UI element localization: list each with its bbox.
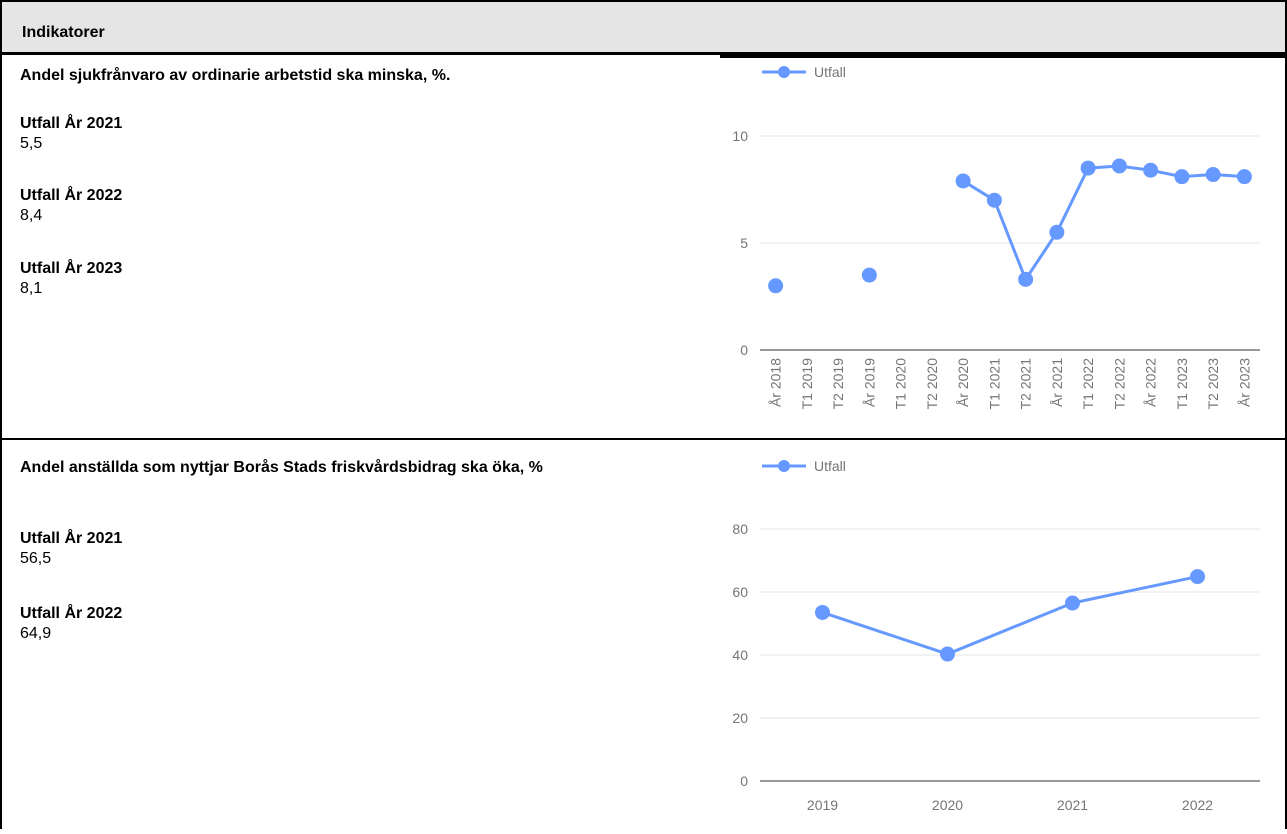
series-line-segment: [821, 610, 949, 656]
header-divider-chart: [720, 55, 1287, 58]
series-line-segment: [1055, 166, 1090, 234]
data-point: [1205, 167, 1221, 183]
legend-label: Utfall: [814, 64, 846, 80]
y-tick-label: 0: [740, 342, 748, 358]
data-point: [955, 173, 971, 189]
data-point: [940, 646, 955, 662]
header-title: Indikatorer: [22, 24, 105, 41]
data-point: [1174, 169, 1190, 185]
line-chart: Utfall 0 5 10 År 2018 T1 2019 T2 2019 År 2019 T1…: [732, 64, 1260, 410]
y-tick-label: 5: [740, 235, 748, 251]
data-point: [861, 267, 877, 283]
result-value: 56,5: [20, 550, 52, 567]
data-point: [1049, 224, 1065, 240]
series-line-segment: [1071, 575, 1199, 605]
x-tick-label: 2022: [1182, 797, 1213, 813]
line-chart: Utfall 0 20 40 60 80 2019 2020 2021 2022: [732, 458, 1260, 813]
x-tick-label: År 2023: [1236, 358, 1252, 407]
header-divider: [0, 52, 1287, 55]
table-border-right: [1285, 0, 1287, 829]
x-tick-label: År 2018: [768, 358, 784, 407]
x-tick-label: T1 2021: [986, 358, 1002, 410]
x-tick-label: 2021: [1057, 797, 1088, 813]
x-tick-label: År 2020: [955, 358, 971, 407]
x-tick-label: T1 2019: [799, 358, 815, 410]
series-line-segment: [946, 601, 1074, 656]
result-value: 8,4: [20, 207, 43, 224]
x-tick-label: T1 2020: [893, 358, 909, 410]
x-tick-label: År 2021: [1049, 358, 1065, 407]
data-point: [986, 192, 1002, 208]
data-point: [1080, 160, 1096, 176]
data-point: [1143, 162, 1159, 178]
x-tick-label: T1 2023: [1174, 358, 1190, 410]
indicator-title: Andel anställda som nyttjar Borås Stads …: [20, 459, 543, 476]
y-tick-label: 0: [740, 773, 748, 789]
table-header: Indikatorer: [2, 2, 1285, 52]
result-label: Utfall År 2021: [20, 530, 123, 547]
y-tick-label: 40: [732, 647, 748, 663]
x-tick-label: T2 2019: [830, 358, 846, 410]
table-border-top: [0, 0, 1287, 2]
data-point: [768, 278, 784, 294]
series-line-segment: [1024, 230, 1059, 281]
data-point: [1111, 158, 1127, 174]
result-label: Utfall År 2023: [20, 260, 123, 277]
indicator-title: Andel sjukfrånvaro av ordinarie arbetsti…: [20, 67, 451, 84]
data-point: [1018, 271, 1034, 287]
result-label: Utfall År 2022: [20, 187, 123, 204]
data-point: [1236, 169, 1252, 185]
series-line-segment: [992, 198, 1028, 281]
x-tick-label: 2020: [932, 797, 963, 813]
y-tick-label: 80: [732, 521, 748, 537]
result-value: 8,1: [20, 280, 43, 297]
result-value: 64,9: [20, 625, 52, 642]
x-tick-label: T2 2022: [1111, 358, 1127, 410]
result-value: 5,5: [20, 135, 43, 152]
result-label: Utfall År 2021: [20, 115, 123, 132]
data-point: [1190, 569, 1205, 585]
legend-marker: [778, 460, 790, 472]
data-point: [815, 604, 830, 620]
y-tick-label: 20: [732, 710, 748, 726]
row-divider: [0, 438, 1287, 440]
chart-sick-leave: Utfall 0 5 10 År 2018 T1 2019 T2 2019 År 2019 T1…: [720, 58, 1280, 438]
legend-label: Utfall: [814, 458, 846, 474]
x-tick-label: T2 2021: [1018, 358, 1034, 410]
chart-wellness: Utfall 0 20 40 60 80 2019 2020 2021 2022: [720, 448, 1280, 829]
y-tick-label: 10: [732, 128, 748, 144]
table-border-left: [0, 0, 2, 829]
data-point: [1065, 595, 1080, 611]
result-label: Utfall År 2022: [20, 605, 123, 622]
y-tick-label: 60: [732, 584, 748, 600]
x-tick-label: 2019: [807, 797, 838, 813]
x-tick-label: År 2019: [861, 358, 877, 407]
x-tick-label: T1 2022: [1080, 358, 1096, 410]
legend-marker: [778, 66, 790, 78]
x-tick-label: T2 2023: [1205, 358, 1221, 410]
x-tick-label: År 2022: [1143, 358, 1159, 407]
x-tick-label: T2 2020: [924, 358, 940, 410]
